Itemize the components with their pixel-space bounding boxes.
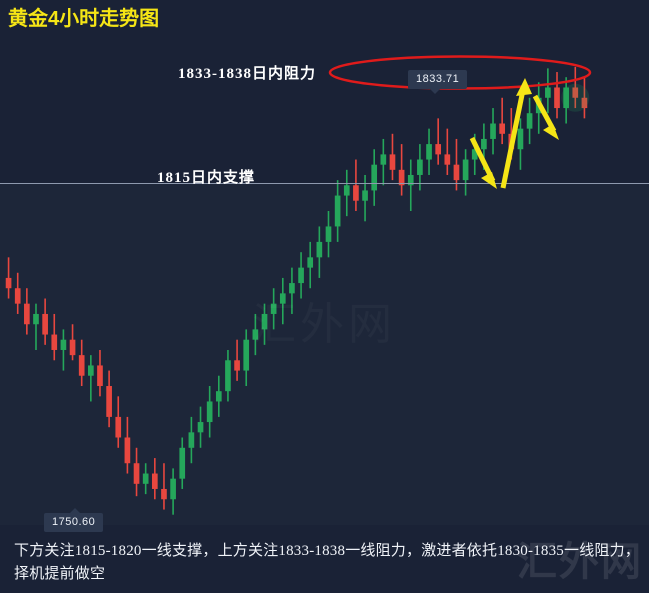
- price-tag-nub: [70, 508, 80, 513]
- price-tag-nub: [430, 89, 440, 94]
- price-tag-low-value: 1750.60: [52, 516, 96, 528]
- support-annotation-label: 1815日内支撑: [157, 170, 256, 186]
- chart-lower-band: [0, 183, 649, 525]
- candlestick-series: [5, 66, 590, 515]
- price-tag-low: 1750.60: [44, 508, 104, 532]
- analysis-caption: 下方关注1815-1820一线支撑，上方关注1833-1838一线阻力，激进者依…: [14, 543, 640, 582]
- price-tag-high: 1833.71: [408, 70, 468, 94]
- resistance-annotation-label: 1833-1838日内阻力: [178, 66, 316, 82]
- candlestick-chart: [0, 36, 649, 525]
- support-level-line: [0, 183, 649, 184]
- page-title: 黄金4小时走势图: [8, 8, 160, 30]
- price-tag-high-value: 1833.71: [416, 73, 460, 85]
